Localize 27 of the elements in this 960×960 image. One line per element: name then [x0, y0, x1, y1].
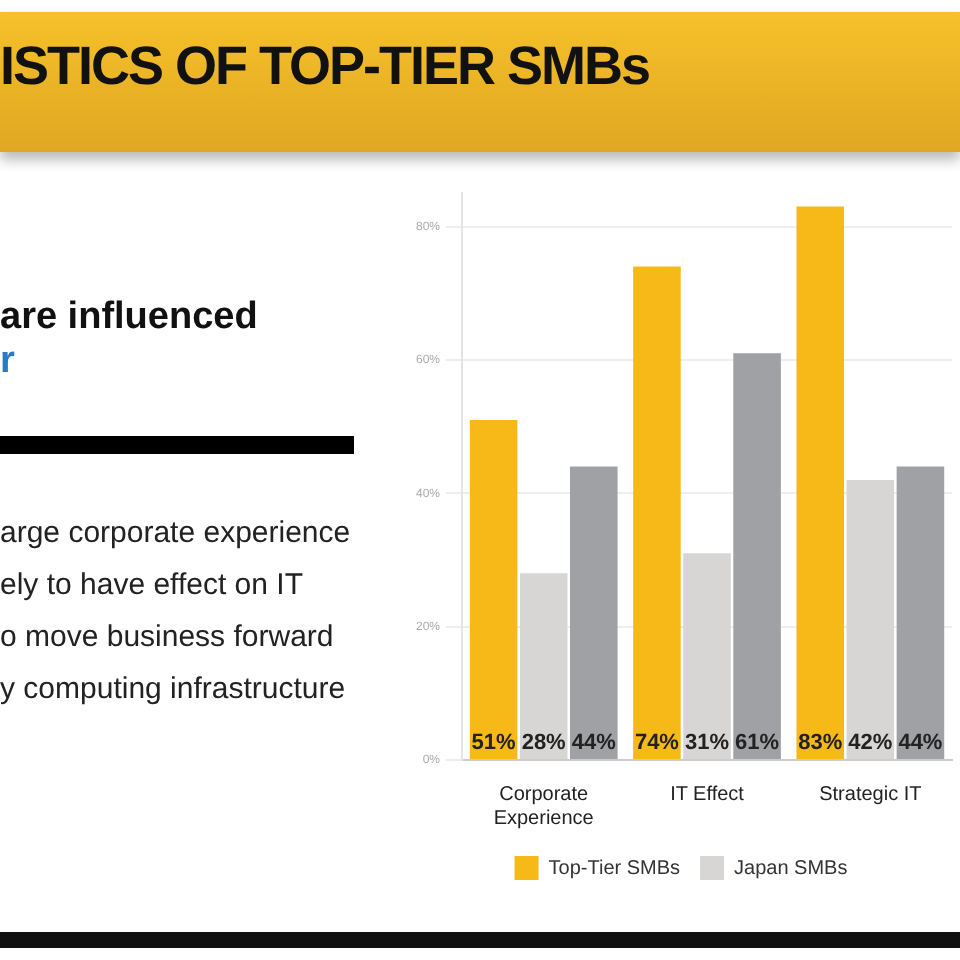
bar [569, 466, 618, 759]
data-label: 42% [848, 731, 893, 756]
data-label: 28% [521, 731, 567, 756]
data-label: 61% [735, 731, 780, 756]
text: r [0, 340, 15, 382]
text: are influenced [0, 296, 260, 340]
legend-label: Japan SMBs [734, 857, 848, 880]
data-label: 44% [898, 731, 943, 756]
bar [633, 266, 681, 759]
data-label: 74% [634, 731, 680, 756]
bar [469, 419, 518, 759]
chart-title: ISTICS OF TOP-TIER SMBs [0, 36, 650, 98]
x-tick-label: IT Effect [670, 783, 745, 806]
data-label: 51% [471, 731, 517, 756]
text: arge corporate experience [0, 514, 351, 554]
x-tick-label: Strategic IT [819, 783, 922, 806]
legend-label: Top-Tier SMBs [548, 857, 681, 880]
bar [896, 466, 945, 759]
text: o move business forward [0, 618, 336, 658]
bar [796, 206, 845, 759]
x-tick-label: Corporate Experience [493, 783, 595, 830]
data-label: 31% [684, 731, 730, 756]
data-label: 83% [798, 731, 843, 756]
text: ely to have effect on IT [0, 566, 305, 606]
text: y computing infrastructure [0, 670, 348, 710]
bar [733, 353, 781, 759]
data-label: 44% [571, 731, 617, 756]
